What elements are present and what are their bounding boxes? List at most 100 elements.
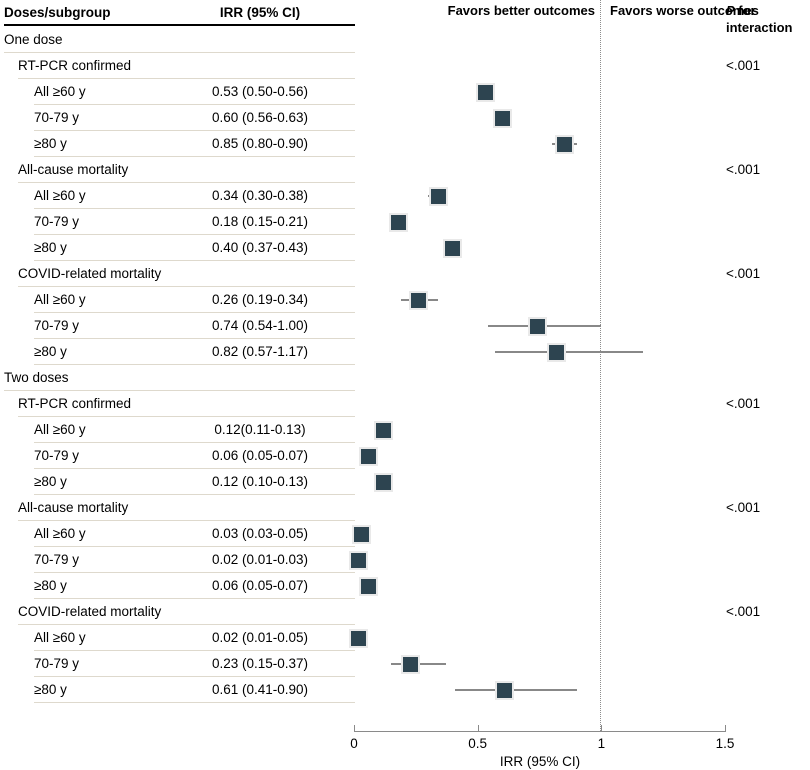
- row-irr-value: 0.61 (0.41-0.90): [211, 682, 309, 697]
- row-divider: [4, 52, 355, 53]
- row-irr-value: 0.03 (0.03-0.05): [211, 526, 309, 541]
- row-irr-value: 0.06 (0.05-0.07): [211, 448, 309, 463]
- row-label: All ≥60 y: [34, 188, 86, 203]
- row-label: One dose: [4, 32, 63, 47]
- row-label: 70-79 y: [34, 318, 80, 333]
- row-label: All-cause mortality: [18, 162, 129, 177]
- table-row: All ≥60 y 0.03 (0.03-0.05): [0, 521, 810, 547]
- row-label: ≥80 y: [34, 136, 67, 151]
- row-irr-value: 0.82 (0.57-1.17): [211, 344, 309, 359]
- row-irr-value: 0.26 (0.19-0.34): [211, 292, 309, 307]
- table-row: ≥80 y 0.40 (0.37-0.43): [0, 235, 810, 261]
- row-divider: [4, 390, 355, 391]
- row-p-value: <.001: [726, 162, 761, 177]
- row-p-value: <.001: [726, 604, 761, 619]
- favors-better-outcomes-label: Favors better outcomes: [447, 3, 595, 18]
- row-label: ≥80 y: [34, 474, 67, 489]
- table-row: ≥80 y 0.85 (0.80-0.90): [0, 131, 810, 157]
- column-header-p-for-interaction: P for interaction: [726, 2, 810, 36]
- row-divider: [34, 494, 355, 495]
- p-italic: P: [726, 3, 735, 18]
- x-axis-line: [354, 731, 726, 732]
- reference-line-irr-1: [600, 0, 602, 731]
- row-divider: [34, 312, 355, 313]
- row-label: All ≥60 y: [34, 630, 86, 645]
- row-irr-value: 0.23 (0.15-0.37): [211, 656, 309, 671]
- row-label: All ≥60 y: [34, 84, 86, 99]
- favors-worse-outcomes-label: Favors worse outcomes: [610, 3, 759, 18]
- row-divider: [34, 130, 355, 131]
- row-label: ≥80 y: [34, 344, 67, 359]
- row-divider: [34, 234, 355, 235]
- row-label: 70-79 y: [34, 656, 80, 671]
- x-axis-title: IRR (95% CI): [499, 754, 581, 769]
- table-section-row: Two doses: [0, 365, 810, 391]
- column-header-doses-subgroup: Doses/subgroup: [4, 5, 111, 20]
- row-irr-value: 0.40 (0.37-0.43): [211, 240, 309, 255]
- row-divider: [18, 182, 355, 183]
- row-label: RT-PCR confirmed: [18, 58, 132, 73]
- row-irr-value: 0.60 (0.56-0.63): [211, 110, 309, 125]
- row-label: All-cause mortality: [18, 500, 129, 515]
- table-section-row: COVID-related mortality <.001: [0, 599, 810, 625]
- row-divider: [34, 442, 355, 443]
- row-divider: [34, 104, 355, 105]
- table-section-row: COVID-related mortality <.001: [0, 261, 810, 287]
- table-row: 70-79 y 0.06 (0.05-0.07): [0, 443, 810, 469]
- table-section-row: RT-PCR confirmed <.001: [0, 391, 810, 417]
- table-row: 70-79 y 0.18 (0.15-0.21): [0, 209, 810, 235]
- row-divider: [34, 598, 355, 599]
- row-divider: [34, 338, 355, 339]
- table-row: 70-79 y 0.74 (0.54-1.00): [0, 313, 810, 339]
- x-axis-tick-label: 0: [350, 736, 358, 751]
- row-irr-value: 0.85 (0.80-0.90): [211, 136, 309, 151]
- row-label: ≥80 y: [34, 578, 67, 593]
- row-divider: [34, 364, 355, 365]
- table-row: ≥80 y 0.12 (0.10-0.13): [0, 469, 810, 495]
- table-section-row: One dose: [0, 27, 810, 53]
- row-p-value: <.001: [726, 500, 761, 515]
- row-label: All ≥60 y: [34, 422, 86, 437]
- x-axis-tick: [725, 725, 726, 732]
- table-row: ≥80 y 0.61 (0.41-0.90): [0, 677, 810, 703]
- row-p-value: <.001: [726, 396, 761, 411]
- row-p-value: <.001: [726, 58, 761, 73]
- row-irr-value: 0.34 (0.30-0.38): [211, 188, 309, 203]
- row-label: ≥80 y: [34, 682, 67, 697]
- row-divider: [18, 520, 355, 521]
- table-row: All ≥60 y 0.26 (0.19-0.34): [0, 287, 810, 313]
- row-divider: [18, 286, 355, 287]
- row-label: 70-79 y: [34, 448, 80, 463]
- row-irr-value: 0.06 (0.05-0.07): [211, 578, 309, 593]
- row-p-value: <.001: [726, 266, 761, 281]
- x-axis-tick-label: 1: [597, 736, 606, 751]
- row-label: Two doses: [4, 370, 69, 385]
- row-divider: [34, 468, 355, 469]
- row-divider: [34, 156, 355, 157]
- table-row: 70-79 y 0.23 (0.15-0.37): [0, 651, 810, 677]
- table-row: 70-79 y 0.60 (0.56-0.63): [0, 105, 810, 131]
- row-divider: [34, 676, 355, 677]
- row-irr-value: 0.02 (0.01-0.03): [211, 552, 309, 567]
- row-divider: [34, 208, 355, 209]
- row-label: ≥80 y: [34, 240, 67, 255]
- x-axis-tick-label: 0.5: [468, 736, 488, 751]
- row-divider: [18, 416, 355, 417]
- row-irr-value: 0.18 (0.15-0.21): [211, 214, 309, 229]
- column-header-irr: IRR (95% CI): [219, 5, 301, 20]
- row-divider: [34, 260, 355, 261]
- row-label: 70-79 y: [34, 214, 80, 229]
- row-divider: [34, 572, 355, 573]
- row-label: COVID-related mortality: [18, 266, 162, 281]
- row-divider: [18, 78, 355, 79]
- x-axis-tick: [354, 725, 355, 732]
- p-for-interaction-rest: for interaction: [726, 3, 793, 35]
- table-row: ≥80 y 0.82 (0.57-1.17): [0, 339, 810, 365]
- table-section-row: All-cause mortality <.001: [0, 157, 810, 183]
- row-divider: [18, 624, 355, 625]
- x-axis-tick: [601, 725, 603, 732]
- row-irr-value: 0.12(0.11-0.13): [214, 422, 306, 437]
- x-axis-tick: [477, 725, 479, 732]
- row-irr-value: 0.12 (0.10-0.13): [211, 474, 309, 489]
